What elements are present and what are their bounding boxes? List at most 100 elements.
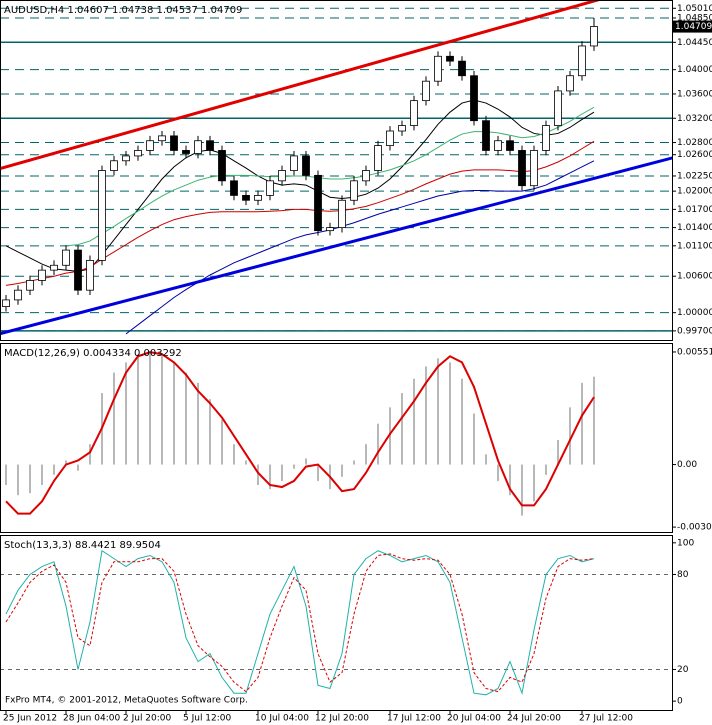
candle-body bbox=[242, 195, 250, 201]
candle-body bbox=[338, 199, 346, 229]
x-tick-label: 24 Jul 20:00 bbox=[507, 714, 561, 724]
y-tick-label: 1.00600 bbox=[677, 272, 712, 282]
stoch-pane bbox=[0, 535, 673, 711]
macd-bar bbox=[197, 382, 199, 465]
candle-body bbox=[482, 120, 490, 151]
macd-bar bbox=[377, 423, 379, 465]
macd-bar bbox=[353, 460, 355, 465]
macd-bar bbox=[221, 419, 223, 465]
macd-bar bbox=[5, 464, 7, 485]
candle-body bbox=[254, 195, 262, 201]
y-tick-label: 1.02250 bbox=[677, 171, 712, 181]
macd-bar bbox=[125, 362, 127, 465]
macd-bar bbox=[425, 366, 427, 465]
candle-body bbox=[86, 260, 94, 291]
macd-bar bbox=[293, 464, 295, 469]
macd-bar bbox=[209, 399, 211, 465]
y-tick-label: 1.02800 bbox=[677, 138, 712, 148]
y-tick-label: 0.99700 bbox=[677, 326, 712, 336]
x-tick-label: 27 Jul 12:00 bbox=[579, 714, 633, 724]
macd-bar bbox=[401, 393, 403, 465]
trendline bbox=[1, 1, 600, 170]
x-tick-label: 28 Jun 04:00 bbox=[63, 714, 120, 724]
candle-body bbox=[434, 55, 442, 82]
candle-body bbox=[278, 170, 286, 182]
candle-body bbox=[146, 140, 154, 151]
macd-bar bbox=[269, 464, 271, 490]
candle-body bbox=[590, 26, 598, 47]
macd-signal bbox=[5, 351, 595, 515]
candle-body bbox=[362, 170, 370, 182]
candle-body bbox=[542, 125, 550, 151]
y-tick-label: 100 bbox=[677, 538, 694, 548]
candle-body bbox=[206, 140, 214, 151]
candle-body bbox=[122, 155, 130, 162]
candle-body bbox=[554, 90, 562, 126]
candle-body bbox=[218, 150, 226, 182]
candle-body bbox=[374, 145, 382, 171]
candle-body bbox=[494, 140, 502, 151]
y-tick-label: 0 bbox=[677, 697, 683, 707]
y-tick-label: 0.00 bbox=[677, 460, 697, 470]
macd-bar bbox=[413, 378, 415, 465]
moving-average bbox=[125, 160, 595, 335]
candle-body bbox=[158, 135, 166, 142]
candle-body bbox=[98, 170, 106, 261]
macd-bar bbox=[137, 354, 139, 465]
current-price-box bbox=[672, 20, 712, 33]
macd-bar bbox=[521, 464, 523, 516]
macd-bar bbox=[257, 464, 259, 485]
moving-average bbox=[65, 106, 595, 247]
macd-bar bbox=[485, 454, 487, 465]
macd-bar bbox=[89, 444, 91, 465]
candle-body bbox=[518, 150, 526, 187]
y-tick-label: 1.03600 bbox=[677, 89, 712, 99]
macd-bar bbox=[41, 464, 43, 485]
macd-bar bbox=[233, 444, 235, 465]
x-tick-label: 12 Jul 20:00 bbox=[315, 714, 369, 724]
y-tick-label: 1.03200 bbox=[677, 114, 712, 124]
macd-bar bbox=[29, 464, 31, 494]
candle-body bbox=[470, 75, 478, 122]
candle-body bbox=[134, 150, 142, 157]
stoch-main bbox=[5, 549, 595, 696]
macd-bar bbox=[557, 440, 559, 465]
macd-bar bbox=[77, 464, 79, 471]
macd-bar bbox=[569, 407, 571, 465]
macd-bar bbox=[53, 464, 55, 475]
y-tick-label: 1.01100 bbox=[677, 241, 712, 251]
candle-body bbox=[170, 135, 178, 151]
macd-bar bbox=[305, 458, 307, 465]
candle-body bbox=[38, 269, 46, 281]
macd-bar bbox=[173, 362, 175, 465]
candle-body bbox=[314, 174, 322, 232]
macd-bar bbox=[113, 372, 115, 465]
macd-bar bbox=[365, 444, 367, 465]
candle-body bbox=[266, 180, 274, 196]
candle-body bbox=[290, 155, 298, 171]
candle-body bbox=[458, 60, 466, 77]
candle-body bbox=[302, 155, 310, 176]
candle-body bbox=[2, 299, 10, 307]
macd-bar bbox=[185, 372, 187, 465]
macd-bar bbox=[581, 382, 583, 465]
candle-body bbox=[74, 249, 82, 291]
candle-body bbox=[566, 75, 574, 92]
candle-body bbox=[230, 180, 238, 196]
y-tick-label: 1.04450 bbox=[677, 38, 712, 48]
candle-body bbox=[506, 140, 514, 151]
candle-body bbox=[350, 180, 358, 201]
macd-bar bbox=[437, 358, 439, 465]
watermark: FxPro MT4, © 2001-2012, MetaQuotes Softw… bbox=[5, 696, 248, 706]
price-plot bbox=[1, 1, 672, 335]
y-tick-label: 1.04850 bbox=[677, 14, 712, 24]
candle-body bbox=[326, 227, 334, 232]
macd-bar bbox=[449, 362, 451, 465]
macd-pane bbox=[0, 343, 673, 533]
x-tick-label: 20 Jul 04:00 bbox=[447, 714, 501, 724]
macd-bar bbox=[161, 354, 163, 465]
macd-bar bbox=[461, 378, 463, 465]
y-tick-label: 1.04000 bbox=[677, 65, 712, 75]
x-tick-label: 17 Jul 12:00 bbox=[387, 714, 441, 724]
